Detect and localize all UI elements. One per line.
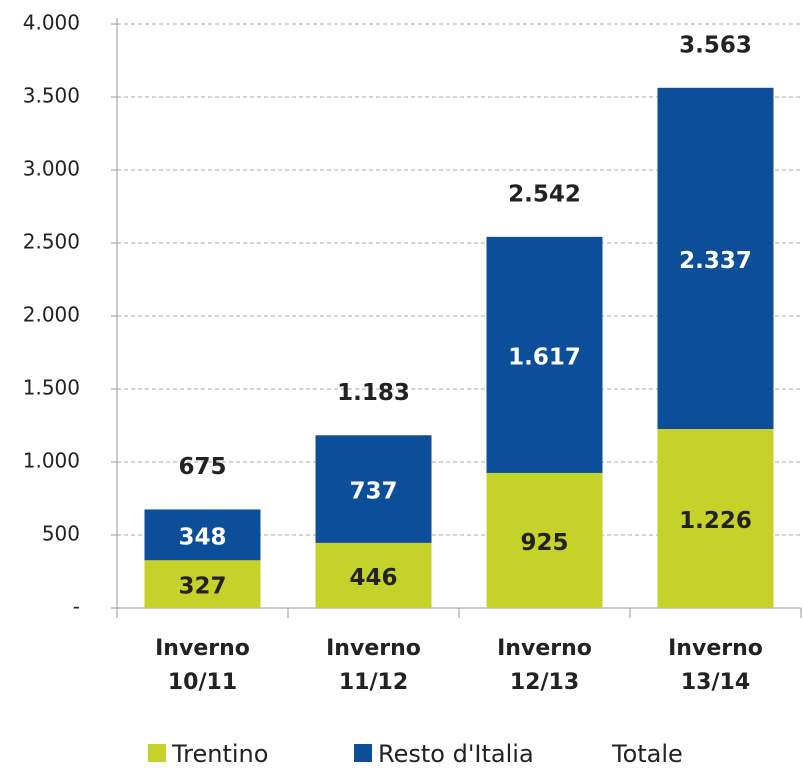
bar-segment <box>657 87 774 430</box>
bar-segment <box>144 509 261 561</box>
legend-label: Totale <box>611 740 683 768</box>
y-tick-label: 1.500 <box>23 376 80 400</box>
total-label: 3.563 <box>679 32 752 58</box>
data-label: 1.226 <box>679 508 752 534</box>
x-tick-label: Inverno 11/12 <box>326 636 421 695</box>
data-label: 737 <box>349 479 397 505</box>
y-tick-label: 4.000 <box>23 11 80 35</box>
y-tick-label: 2.500 <box>23 230 80 254</box>
bar-segment <box>144 560 261 608</box>
data-label: 327 <box>178 574 226 600</box>
y-tick-label: 1.000 <box>23 449 80 473</box>
data-label: 446 <box>349 565 397 591</box>
data-label: 925 <box>520 530 568 556</box>
bar-segment <box>486 236 603 473</box>
bar-segment <box>315 542 432 608</box>
data-label: 1.617 <box>508 344 581 370</box>
bar-segment <box>315 435 432 543</box>
y-tick-label: - <box>73 595 80 619</box>
legend-swatch <box>354 744 372 762</box>
y-tick-label: 2.000 <box>23 303 80 327</box>
y-tick-label: 500 <box>42 522 80 546</box>
x-tick-label: Inverno 10/11 <box>155 636 250 695</box>
bar-segment <box>657 429 774 608</box>
bar-segment <box>486 472 603 608</box>
x-tick-label: Inverno 12/13 <box>497 636 592 695</box>
data-label: 348 <box>178 524 226 550</box>
y-tick-label: 3.000 <box>23 157 80 181</box>
total-label: 675 <box>178 454 226 480</box>
y-tick-label: 3.500 <box>23 84 80 108</box>
legend-label: Trentino <box>171 740 268 768</box>
total-label: 1.183 <box>337 380 410 406</box>
legend-label: Resto d'Italia <box>378 740 534 768</box>
total-label: 2.542 <box>508 181 581 207</box>
data-label: 2.337 <box>679 248 752 274</box>
x-tick-label: Inverno 13/14 <box>668 636 763 695</box>
legend-swatch <box>148 744 166 762</box>
